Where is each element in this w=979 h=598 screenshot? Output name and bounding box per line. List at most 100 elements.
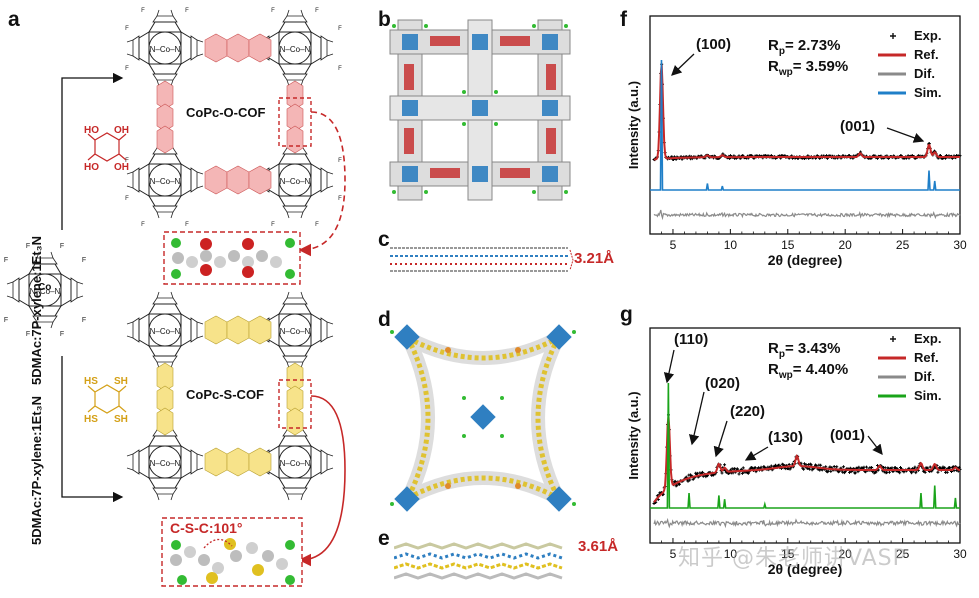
exp-point bbox=[733, 467, 737, 471]
svg-text:F: F bbox=[141, 222, 145, 228]
monomer-metal-label: Co bbox=[38, 282, 52, 293]
linker-s-group-1: HS bbox=[84, 376, 98, 387]
exp-point bbox=[774, 463, 778, 467]
linker-s-group-3: HS bbox=[84, 414, 98, 425]
exp-point bbox=[802, 467, 806, 471]
rp-stat: Rp= 3.43% bbox=[768, 340, 840, 360]
x-axis-label: 2θ (degree) bbox=[768, 252, 842, 268]
y-axis-label: Intensity (a.u.) bbox=[626, 81, 641, 169]
panel-label-f: f bbox=[620, 8, 627, 31]
svg-text:F: F bbox=[141, 8, 145, 14]
linker-o-group-4: OH bbox=[114, 162, 129, 173]
x-tick-label: 25 bbox=[896, 547, 910, 561]
exp-point bbox=[691, 477, 695, 481]
exp-point bbox=[781, 463, 785, 467]
x-tick-label: 30 bbox=[953, 547, 967, 561]
exp-point bbox=[910, 471, 914, 475]
series-ref-line bbox=[653, 415, 961, 503]
panel-label-d: d bbox=[378, 308, 391, 331]
panel-label-b: b bbox=[378, 8, 391, 31]
series-dif-line bbox=[653, 517, 961, 529]
exp-point bbox=[704, 475, 708, 479]
exp-point bbox=[887, 470, 891, 474]
annotation-arrow bbox=[671, 53, 695, 76]
annotation-arrow bbox=[663, 349, 675, 384]
exp-point bbox=[874, 470, 878, 474]
exp-point bbox=[936, 470, 940, 474]
exp-point bbox=[723, 463, 727, 467]
panel-c-stacking bbox=[390, 247, 574, 272]
annotation-arrow bbox=[744, 446, 769, 461]
svg-text:F: F bbox=[125, 196, 129, 202]
plot-frame bbox=[649, 327, 961, 544]
exp-point bbox=[893, 466, 897, 470]
exp-point bbox=[652, 501, 656, 505]
panel-a-scheme: 5DMAc:7P-xylene:1Et₃N 5DMAc:7P-xylene:1E… bbox=[0, 0, 370, 598]
legend-label: Exp. bbox=[914, 28, 941, 43]
watermark-text: 知乎 @朱老师讲VASP bbox=[678, 546, 907, 571]
peak-annotation: (100) bbox=[696, 36, 731, 53]
linker-o-group-3: HO bbox=[84, 162, 99, 173]
annotation-arrow bbox=[713, 420, 728, 458]
exp-point bbox=[938, 466, 942, 470]
svg-text:F: F bbox=[338, 66, 342, 72]
exp-point bbox=[923, 470, 927, 474]
legend-label: Dif. bbox=[914, 66, 935, 81]
annotation-arrow bbox=[688, 391, 705, 446]
x-tick-label: 30 bbox=[953, 238, 967, 252]
legend-label: Ref. bbox=[914, 350, 939, 365]
svg-text:F: F bbox=[271, 8, 275, 14]
exp-point bbox=[769, 464, 773, 468]
linker-o-group-1: HO bbox=[84, 125, 99, 136]
x-tick-label: 20 bbox=[839, 238, 853, 252]
x-axis-label: 2θ (degree) bbox=[768, 561, 842, 577]
exp-point bbox=[700, 470, 704, 474]
svg-text:F: F bbox=[315, 222, 319, 228]
stacking-distance-e: 3.61Å bbox=[578, 538, 619, 555]
exp-point bbox=[788, 467, 792, 471]
x-tick-label: 5 bbox=[670, 238, 677, 252]
x-tick-label: 10 bbox=[724, 238, 738, 252]
exp-point bbox=[810, 468, 814, 472]
legend-marker-exp bbox=[890, 33, 896, 39]
legend-label: Dif. bbox=[914, 369, 935, 384]
svg-text:F: F bbox=[315, 8, 319, 14]
exp-point bbox=[829, 469, 833, 473]
exp-point bbox=[826, 469, 830, 473]
exp-point bbox=[808, 467, 812, 471]
exp-point bbox=[957, 466, 961, 470]
annotation-arrow bbox=[867, 435, 883, 456]
svg-text:F: F bbox=[60, 331, 64, 338]
exp-point bbox=[941, 465, 945, 469]
panel-e-stacking bbox=[394, 542, 563, 580]
rp-stat: Rp= 2.73% bbox=[768, 37, 840, 57]
exp-point bbox=[777, 463, 781, 467]
exp-point bbox=[862, 465, 866, 469]
exp-point bbox=[720, 471, 724, 475]
exp-point bbox=[828, 465, 832, 469]
panel-b-structure bbox=[389, 19, 571, 201]
series-sim-line bbox=[650, 59, 960, 191]
exp-point bbox=[678, 482, 682, 486]
panel-label-g: g bbox=[620, 303, 633, 326]
cof-label-o: CoPc-O-COF bbox=[184, 105, 268, 120]
exp-point bbox=[746, 471, 750, 475]
svg-text:F: F bbox=[82, 317, 86, 324]
x-tick-label: 5 bbox=[670, 547, 677, 561]
exp-point bbox=[688, 478, 692, 482]
exp-point bbox=[857, 465, 861, 469]
legend-label: Sim. bbox=[914, 85, 941, 100]
exp-point bbox=[951, 465, 955, 469]
exp-point bbox=[832, 464, 836, 468]
peak-annotation: (001) bbox=[830, 427, 865, 444]
svg-text:F: F bbox=[185, 222, 189, 228]
svg-text:F: F bbox=[60, 243, 64, 250]
exp-point bbox=[689, 473, 693, 477]
exp-point bbox=[757, 466, 761, 470]
svg-text:F: F bbox=[82, 257, 86, 264]
x-tick-label: 20 bbox=[839, 547, 853, 561]
peak-annotation: (220) bbox=[730, 403, 765, 420]
exp-point bbox=[914, 471, 918, 475]
exp-point bbox=[870, 466, 874, 470]
exp-point bbox=[802, 462, 806, 466]
